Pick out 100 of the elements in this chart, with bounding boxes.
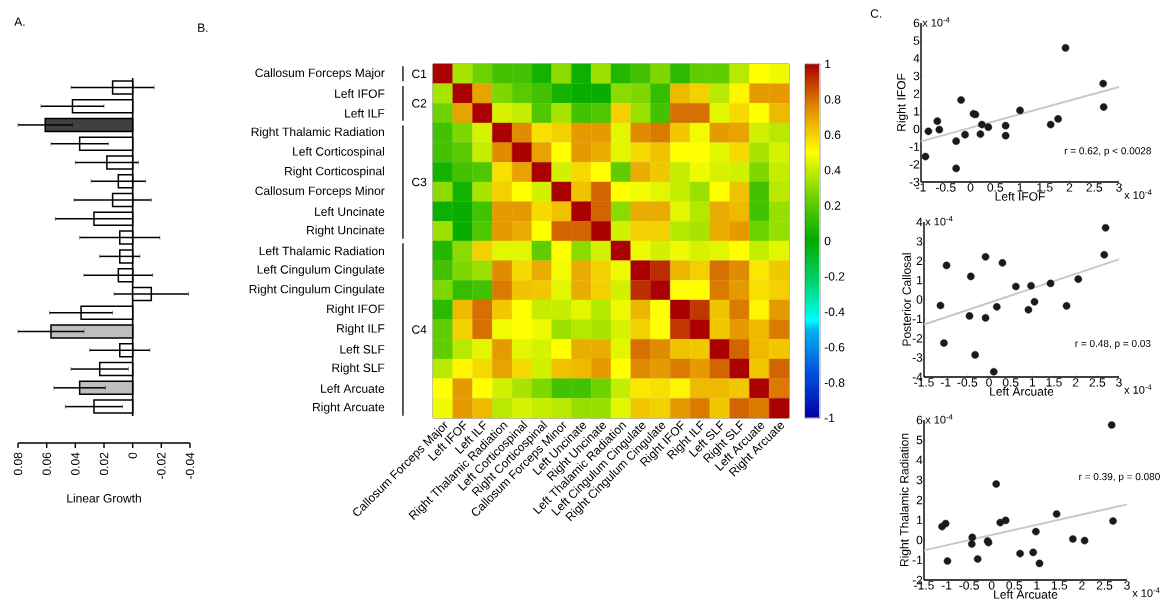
color-bar-label: -0.2 <box>824 272 845 281</box>
x-tick-label: 0.02 <box>99 452 109 476</box>
y-tick-label: 5 <box>916 435 923 445</box>
x-tick-label: 0.5 <box>1002 378 1019 387</box>
x-axis-title: Left Arcuate <box>990 386 1054 396</box>
x-tick-label: 3 <box>1116 378 1122 387</box>
color-bar-label: -0.8 <box>824 378 845 387</box>
x-tick-label: 0.06 <box>42 452 51 476</box>
y-tick-label: Left Arcuate <box>321 384 385 393</box>
chart-title: C. <box>870 9 882 18</box>
text: B. <box>198 23 208 32</box>
text: C3 <box>412 177 427 187</box>
y-tick-label: 2 <box>916 495 923 505</box>
x-tick-label: 0 <box>988 581 995 590</box>
x-tick-label: 0.5 <box>1006 581 1023 590</box>
y-tick-label: Right SLF <box>332 363 385 375</box>
x-tick-label: 2.5 <box>1096 581 1113 590</box>
x-tick-label: 0 <box>128 452 137 459</box>
y-tick-label: 2 <box>916 256 923 265</box>
y-tick-label: Left SLF <box>340 344 385 354</box>
x-tick-label: 3 <box>1116 183 1122 192</box>
annotation: r = 0.62, p < 0.0028 <box>1064 147 1152 157</box>
text: C2 <box>412 99 427 108</box>
color-bar-label: 0.2 <box>824 201 841 210</box>
y-tick-label: 6 <box>916 415 923 425</box>
annotation: r = 0.48, p = 0.03 <box>1075 339 1151 349</box>
x-tick-label: 1 <box>1034 581 1040 590</box>
y-tick-label: 6 <box>913 18 920 28</box>
annotation: r = 0.39, p = 0.080 <box>1079 473 1160 483</box>
color-bar-label: 1 <box>825 59 831 69</box>
x-tick-label: -1 <box>940 378 951 387</box>
annotation: x 10$^{-4}$ <box>925 216 953 226</box>
y-tick-label: Right Cingulum Cingulate <box>249 284 385 296</box>
x-tick-label: 1.5 <box>1046 378 1062 387</box>
x-axis-title: Linear Growth <box>67 493 141 503</box>
x-tick-label: 2.5 <box>1089 378 1106 387</box>
text: C1 <box>412 69 427 79</box>
y-tick-label: 4 <box>916 455 923 465</box>
color-bar-label: 0.8 <box>824 95 841 104</box>
y-tick-label: 0 <box>916 535 923 545</box>
y-tick-label: Left Corticospinal <box>293 146 384 159</box>
y-tick-label: Left Uncinate <box>315 207 385 216</box>
text: x 10$^{-4}$ <box>1124 384 1152 394</box>
x-tick-label: 0.5 <box>987 183 1004 192</box>
y-tick-label: 1 <box>917 276 923 285</box>
x-tick-label: 0.04 <box>71 452 80 476</box>
x-tick-label: 3 <box>1124 581 1130 590</box>
y-tick-label: -1 <box>909 142 920 151</box>
x-tick-label: -0.5 <box>957 378 978 387</box>
x-tick-label: 2 <box>1072 378 1079 387</box>
color-bar-label: 0 <box>824 236 831 246</box>
x-tick-label: 1 <box>1029 378 1036 387</box>
x-tick-label: 1.5 <box>1051 581 1068 590</box>
x-tick-label: 1 <box>1017 183 1023 192</box>
y-tick-label: Callosum Forceps Major <box>255 68 385 80</box>
x-tick-label: 2.5 <box>1086 183 1103 192</box>
y-tick-label: 2 <box>913 89 920 98</box>
x-tick-label: -0.04 <box>185 452 195 480</box>
x-tick-label: -0.02 <box>157 452 166 480</box>
y-tick-label: -3 <box>912 353 923 362</box>
chart-title: A. <box>14 17 25 26</box>
color-bar-label: 0.6 <box>824 130 841 140</box>
y-tick-label: 4 <box>916 217 923 227</box>
x-tick-label: 1.5 <box>1037 183 1053 192</box>
y-tick-label: 1 <box>914 107 920 116</box>
text: x 10$^{-4}$ <box>1124 189 1152 199</box>
y-tick-label: Left ILF <box>345 108 385 118</box>
x-tick-label: 2 <box>1079 581 1085 590</box>
x-tick-label: -0.5 <box>959 581 979 590</box>
x-axis-title: Left IFOF <box>995 191 1045 201</box>
x-tick-label: 0.08 <box>13 452 23 476</box>
y-tick-label: 4 <box>913 54 920 63</box>
x-axis-title: Left Arcuate <box>994 589 1058 599</box>
text: C4 <box>412 325 427 334</box>
y-tick-label: 0 <box>913 124 920 134</box>
y-axis-title: Posterior Callosal <box>902 253 911 346</box>
x-tick-label: -1 <box>941 581 952 590</box>
y-tick-label: 3 <box>913 71 920 81</box>
y-tick-label: Right IFOF <box>327 304 385 316</box>
y-tick-label: Left IFOF <box>335 89 385 98</box>
color-bar-label: -1 <box>824 413 835 423</box>
y-tick-label: 0 <box>916 295 923 304</box>
color-bar-label: -0.4 <box>824 307 845 317</box>
y-tick-label: Right Arcuate <box>313 402 385 414</box>
x-tick-label: 2 <box>1066 183 1073 192</box>
text: x 10$^{-4}$ <box>1132 587 1160 597</box>
y-tick-label: Right Thalamic Radiation <box>251 127 384 139</box>
y-tick-label: Left Thalamic Radiation <box>259 246 384 256</box>
y-tick-label: -1 <box>912 314 923 323</box>
x-tick-label: 0 <box>986 378 992 387</box>
annotation: x 10$^{-4}$ <box>922 17 950 27</box>
annotation: x 10$^{-4}$ <box>925 414 953 424</box>
y-tick-label: -2 <box>909 160 920 169</box>
y-tick-label: -1 <box>912 555 923 565</box>
x-tick-label: -0.5 <box>935 183 956 192</box>
y-tick-label: Right Uncinate <box>307 225 385 237</box>
color-bar-label: -0.6 <box>824 342 845 352</box>
color-bar-label: 0.4 <box>824 165 841 175</box>
y-tick-label: 3 <box>916 237 923 246</box>
y-tick-label: Left Cingulum Cingulate <box>257 264 385 277</box>
